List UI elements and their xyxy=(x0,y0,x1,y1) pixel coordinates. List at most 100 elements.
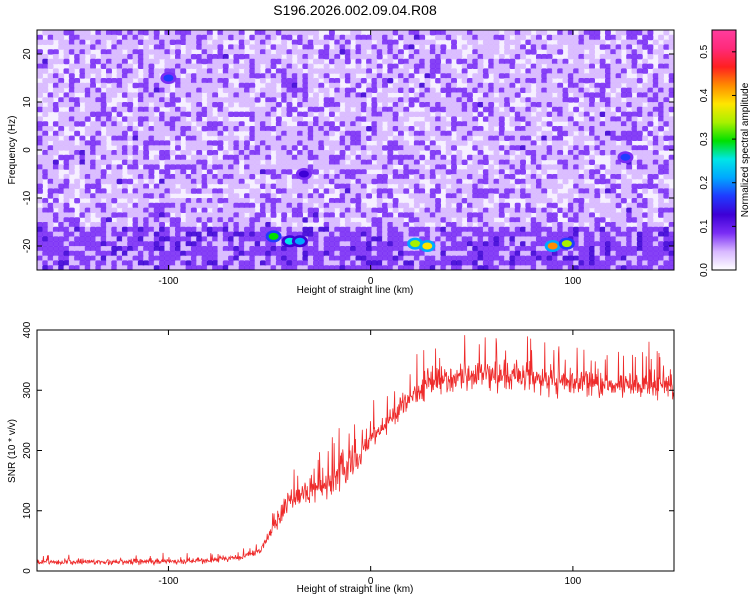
heatmap-cell xyxy=(350,265,357,270)
heatmap-cell xyxy=(541,231,548,237)
heatmap-cell xyxy=(74,183,81,189)
heatmap-cell xyxy=(589,39,595,45)
heatmap-cell xyxy=(562,78,569,84)
heatmap-cell xyxy=(589,169,595,175)
heatmap-cell xyxy=(493,68,500,74)
heatmap-cell xyxy=(525,49,532,55)
heatmap-cell xyxy=(196,44,203,50)
heatmap-cell xyxy=(281,121,288,127)
heatmap-cell xyxy=(371,212,378,218)
heatmap-cell xyxy=(403,126,410,132)
heatmap-cell xyxy=(190,102,197,108)
heatmap-cell xyxy=(313,121,319,127)
heatmap-cell xyxy=(84,150,91,156)
heatmap-cell xyxy=(159,130,165,137)
heatmap-cell xyxy=(52,78,59,84)
heatmap-cell xyxy=(350,34,357,41)
heatmap-cell xyxy=(190,202,197,209)
heatmap-cell xyxy=(557,126,564,132)
heatmap-cell xyxy=(180,150,187,156)
heatmap-cell xyxy=(355,202,362,209)
heatmap-cell xyxy=(281,193,288,199)
heatmap-cell xyxy=(63,68,70,74)
heatmap-cell xyxy=(429,92,436,98)
heatmap-cell xyxy=(37,106,43,113)
heatmap-cell xyxy=(148,78,155,84)
heatmap-cell xyxy=(238,54,245,60)
heatmap-cell xyxy=(206,198,213,204)
heatmap-cell xyxy=(259,49,266,55)
heatmap-cell xyxy=(562,193,569,199)
heatmap-cell xyxy=(663,106,670,113)
heatmap-cell xyxy=(466,250,473,257)
heatmap-cell xyxy=(100,265,107,270)
heatmap-cell xyxy=(610,121,617,127)
heatmap-cell xyxy=(68,78,75,84)
heatmap-cell xyxy=(530,150,537,156)
heatmap-cell xyxy=(100,145,107,151)
heatmap-cell xyxy=(206,44,213,50)
heatmap-cell xyxy=(238,92,245,98)
heatmap-cell xyxy=(578,188,585,194)
heatmap-cell xyxy=(546,164,553,170)
heatmap-cell xyxy=(610,188,617,194)
heatmap-cell xyxy=(344,54,351,60)
heatmap-cell xyxy=(514,178,521,185)
heatmap-cell xyxy=(535,150,542,156)
heatmap-cell xyxy=(382,241,388,247)
heatmap-cell xyxy=(419,154,426,161)
heatmap-cell xyxy=(297,140,304,146)
heatmap-cell xyxy=(127,44,134,50)
heatmap-cell xyxy=(392,49,399,55)
heatmap-cell xyxy=(557,68,564,74)
heatmap-cell xyxy=(206,145,213,151)
heatmap-cell xyxy=(339,231,346,237)
heatmap-cell xyxy=(212,102,219,108)
heatmap-cell xyxy=(355,116,362,122)
heatmap-cell xyxy=(291,260,298,266)
heatmap-cell xyxy=(541,222,548,228)
heatmap-cell xyxy=(169,250,176,257)
heatmap-cell xyxy=(90,236,96,242)
heatmap-cell xyxy=(615,193,622,199)
heatmap-cell xyxy=(472,154,479,161)
heatmap-cell xyxy=(270,82,277,89)
heatmap-cell xyxy=(153,193,160,199)
heatmap-cell xyxy=(238,126,245,132)
heatmap-cell xyxy=(169,183,176,189)
heatmap-cell xyxy=(456,169,463,175)
heatmap-cell xyxy=(206,178,213,185)
heatmap-cell xyxy=(132,193,139,199)
heatmap-cell xyxy=(440,102,447,108)
heatmap-cell xyxy=(143,63,150,69)
heatmap-cell xyxy=(387,121,394,127)
heatmap-cell xyxy=(589,92,595,98)
heatmap-cell xyxy=(291,87,298,93)
heatmap-cell xyxy=(74,231,81,237)
heatmap-cell xyxy=(95,39,102,45)
heatmap-cell xyxy=(132,255,139,261)
heatmap-cell xyxy=(620,130,627,137)
heatmap-cell xyxy=(551,49,558,55)
heatmap-cell xyxy=(244,102,250,108)
heatmap-cell xyxy=(206,202,213,209)
heatmap-cell xyxy=(493,246,500,252)
heatmap-cell xyxy=(111,87,118,93)
heatmap-cell xyxy=(222,106,229,113)
heatmap-cell xyxy=(244,39,250,45)
heatmap-cell xyxy=(291,231,298,237)
heatmap-cell xyxy=(445,159,452,165)
heatmap-cell xyxy=(270,202,277,209)
heatmap-cell xyxy=(121,58,128,65)
heatmap-cell xyxy=(482,188,489,194)
heatmap-cell xyxy=(663,121,670,127)
heatmap-cell xyxy=(472,169,479,175)
heatmap-cell xyxy=(631,207,638,213)
heatmap-cell xyxy=(642,159,649,165)
heatmap-cell xyxy=(498,207,505,213)
heatmap-cell xyxy=(100,116,107,122)
heatmap-cell xyxy=(472,126,479,132)
heatmap-cell xyxy=(429,236,436,242)
heatmap-cell xyxy=(244,82,250,89)
heatmap-cell xyxy=(90,178,96,185)
